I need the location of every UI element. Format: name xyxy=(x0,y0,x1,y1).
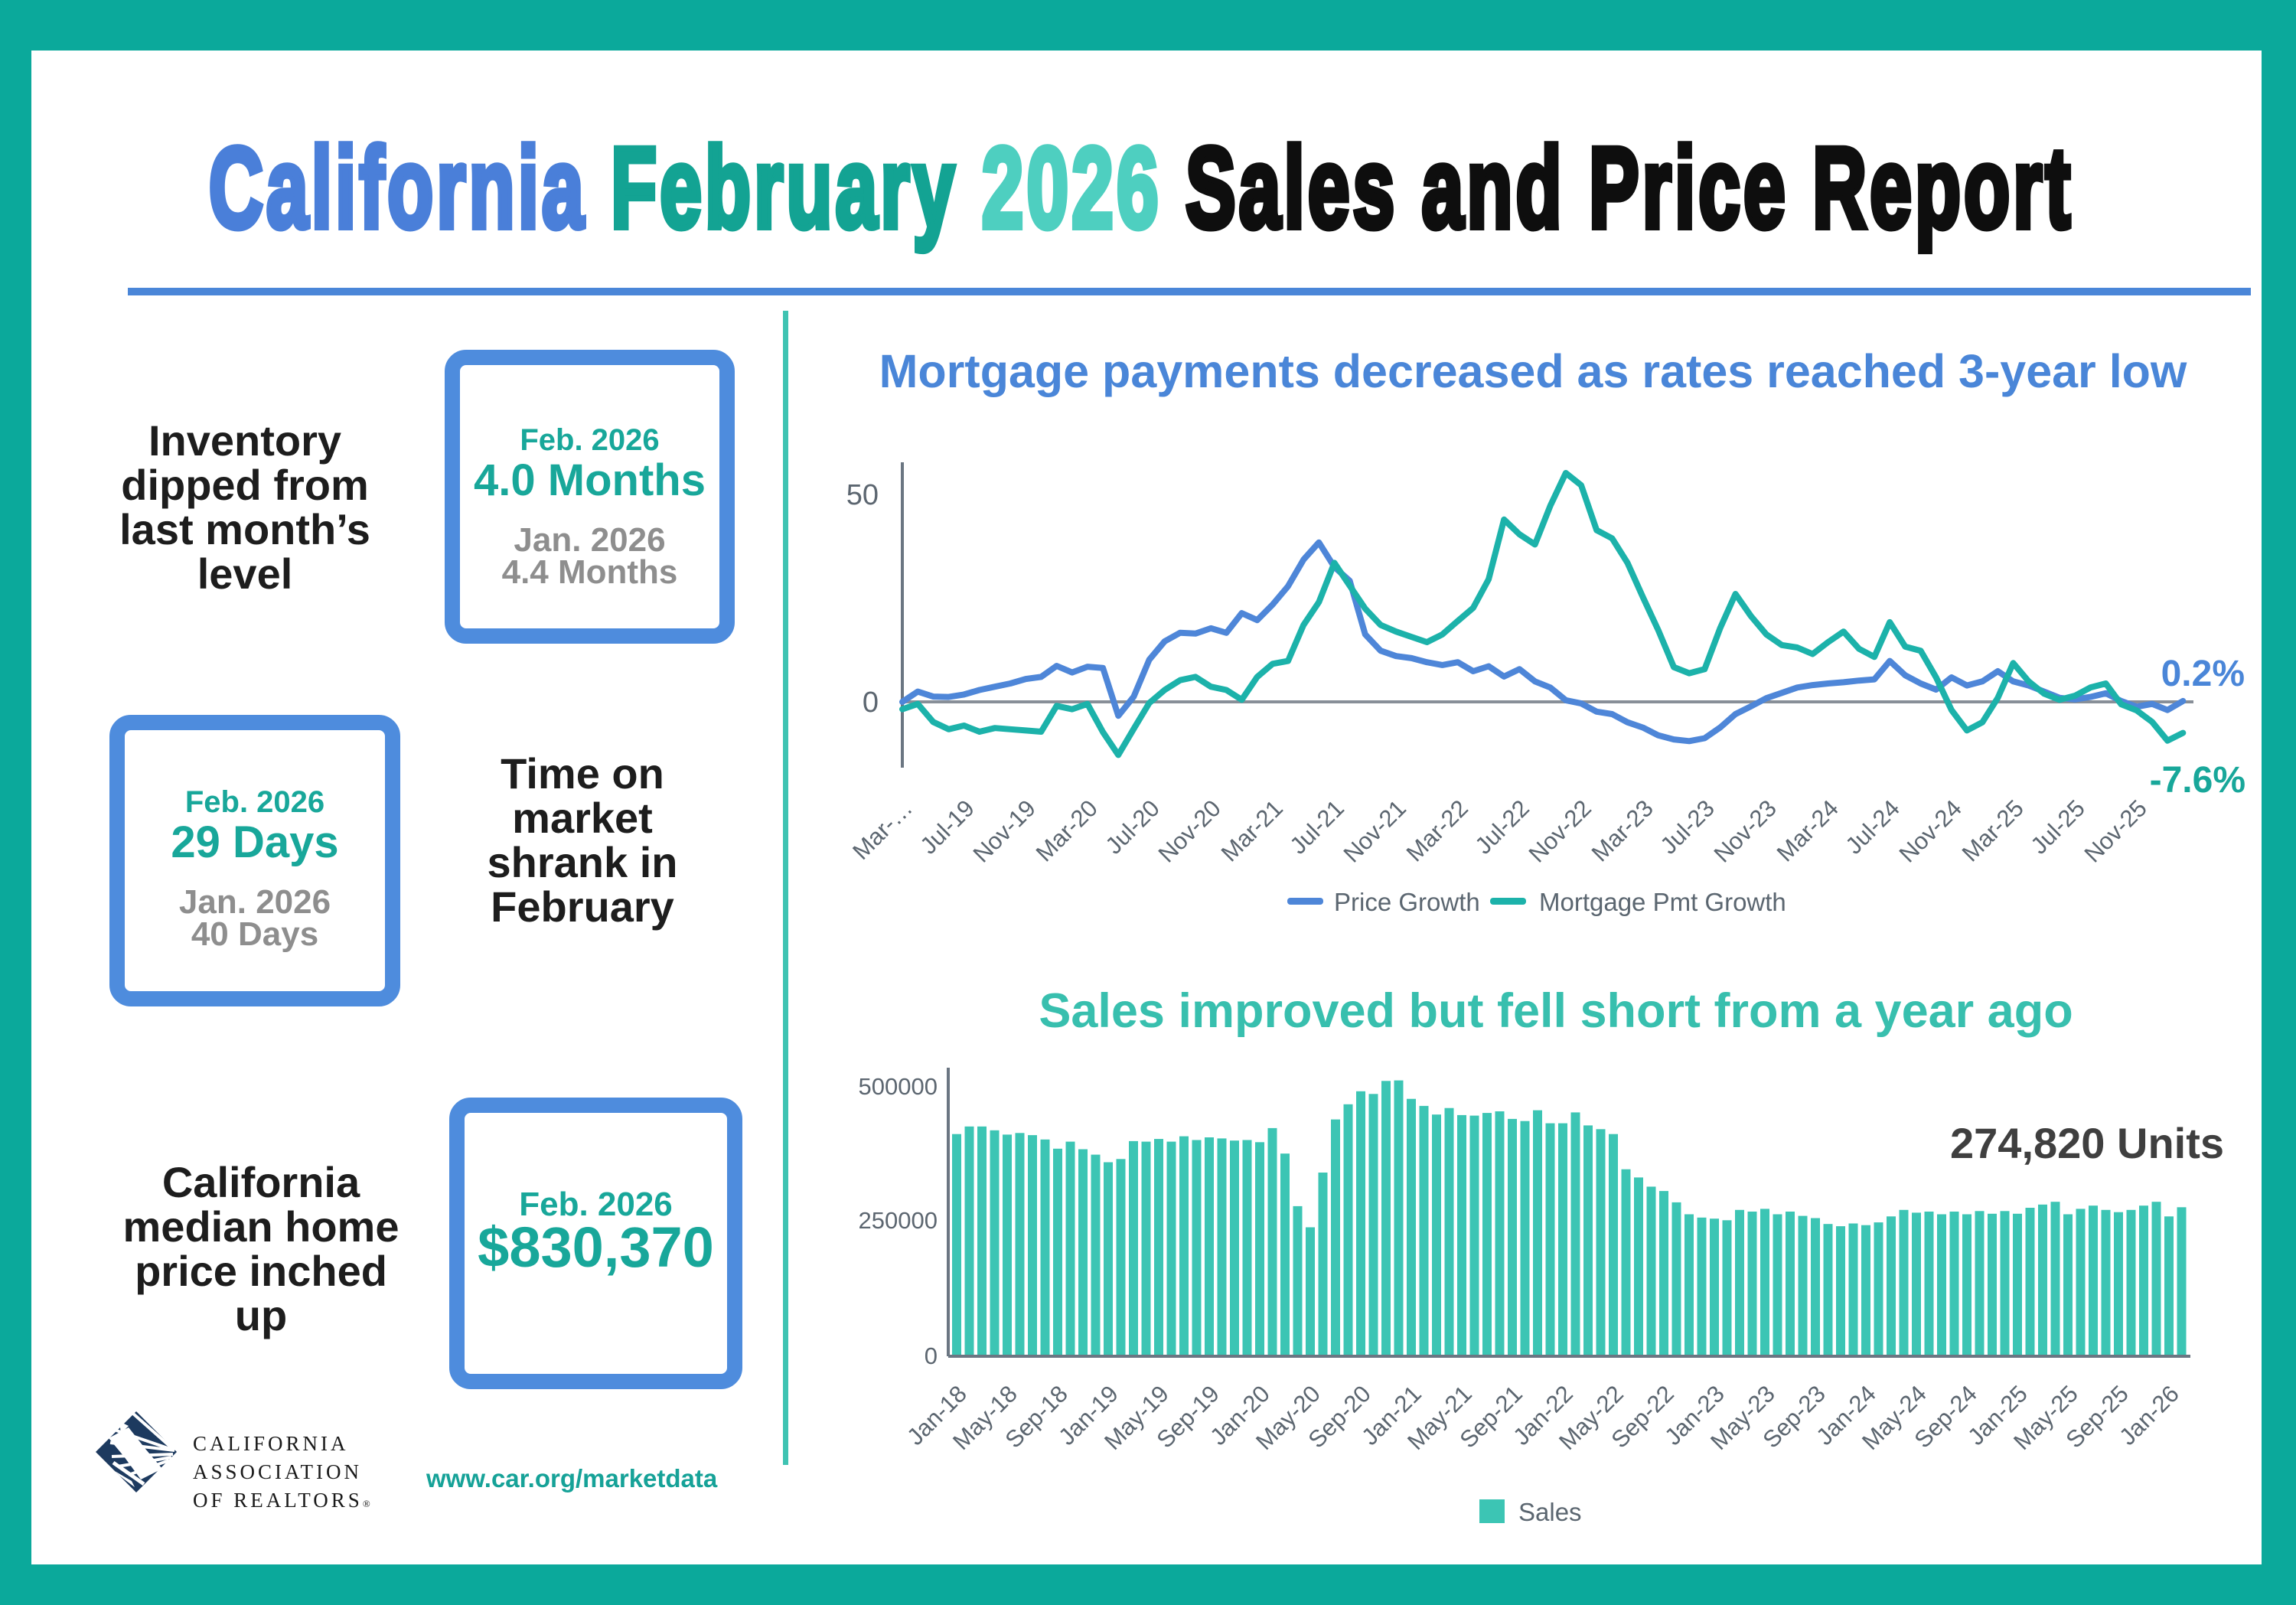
svg-text:-7.6%: -7.6% xyxy=(2150,760,2245,801)
svg-text:Nov-20: Nov-20 xyxy=(1153,794,1226,867)
svg-text:Sales: Sales xyxy=(1518,1498,1582,1526)
svg-text:500000: 500000 xyxy=(859,1073,938,1100)
svg-text:Nov-25: Nov-25 xyxy=(2079,794,2152,867)
svg-text:Mar-…: Mar-… xyxy=(847,794,918,865)
svg-text:Nov-19: Nov-19 xyxy=(968,794,1041,867)
svg-text:Mar-24: Mar-24 xyxy=(1772,794,1844,866)
svg-text:Mar-25: Mar-25 xyxy=(1957,794,2029,866)
svg-text:Mortgage Pmt Growth: Mortgage Pmt Growth xyxy=(1539,888,1786,916)
svg-text:50: 50 xyxy=(846,479,879,511)
svg-text:250000: 250000 xyxy=(859,1207,938,1234)
svg-text:Nov-24: Nov-24 xyxy=(1894,794,1967,867)
svg-text:274,820 Units: 274,820 Units xyxy=(1950,1119,2224,1167)
svg-text:Mar-20: Mar-20 xyxy=(1031,794,1103,866)
svg-text:Mar-23: Mar-23 xyxy=(1587,794,1658,866)
svg-text:Price Growth: Price Growth xyxy=(1334,888,1480,916)
svg-text:0: 0 xyxy=(925,1342,938,1369)
svg-text:0.2%: 0.2% xyxy=(2161,654,2245,694)
svg-text:Nov-23: Nov-23 xyxy=(1709,794,1782,867)
svg-text:0: 0 xyxy=(863,687,879,719)
svg-text:Mar-22: Mar-22 xyxy=(1401,794,1473,866)
svg-text:Mar-21: Mar-21 xyxy=(1216,794,1288,866)
svg-text:Nov-22: Nov-22 xyxy=(1524,794,1596,867)
svg-text:Nov-21: Nov-21 xyxy=(1339,794,1411,867)
